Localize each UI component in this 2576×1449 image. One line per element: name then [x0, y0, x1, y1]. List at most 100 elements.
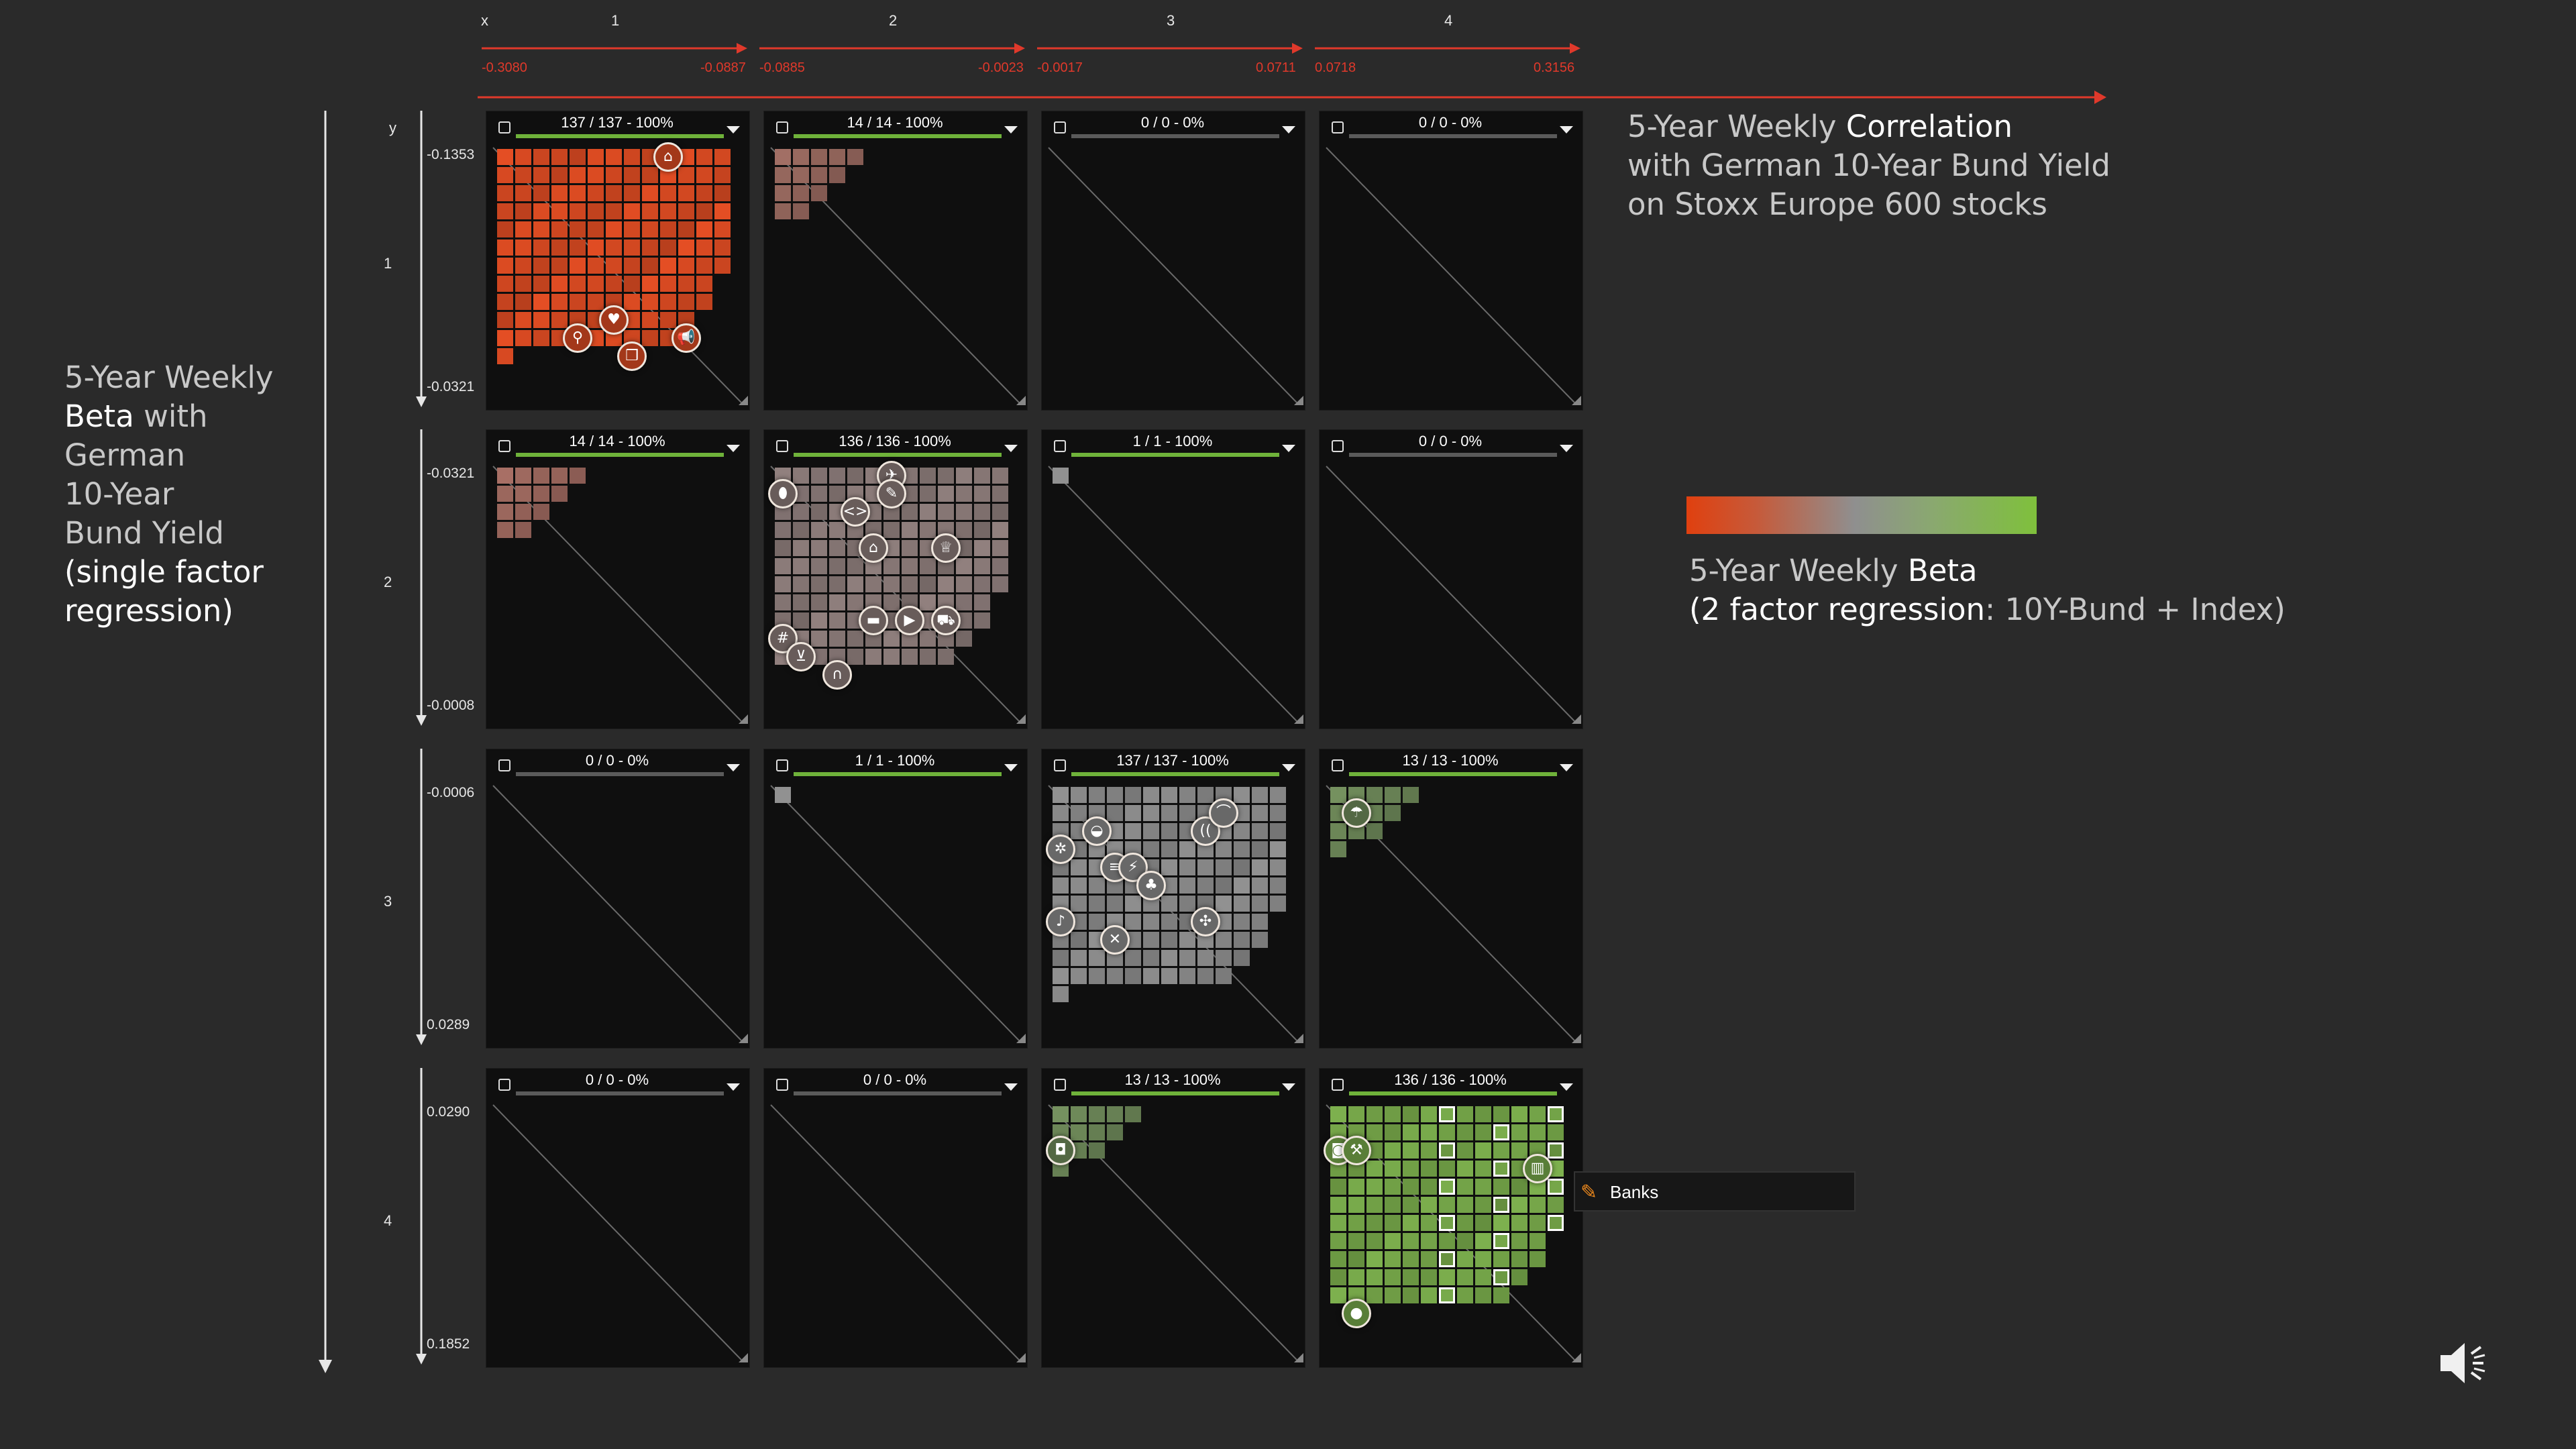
- heatmap-cell[interactable]: [1161, 841, 1177, 857]
- chevron-down-icon[interactable]: [1560, 445, 1573, 452]
- heatmap-cell[interactable]: [642, 276, 658, 292]
- heatmap-cell[interactable]: [1475, 1179, 1491, 1195]
- heatmap-cell[interactable]: [1403, 1197, 1419, 1213]
- heatmap-cell[interactable]: [1348, 1106, 1364, 1122]
- heatmap-cell[interactable]: [551, 221, 568, 237]
- heatmap-cell[interactable]: [606, 221, 622, 237]
- heatmap-cell[interactable]: [606, 276, 622, 292]
- chevron-down-icon[interactable]: [1560, 126, 1573, 133]
- heatmap-cell[interactable]: [1089, 968, 1105, 984]
- heatmap-cell[interactable]: [570, 167, 586, 183]
- heatmap-cell[interactable]: [497, 185, 513, 201]
- heatmap-cell[interactable]: [551, 239, 568, 256]
- heatmap-cell[interactable]: [1548, 1124, 1564, 1140]
- heatmap-cell[interactable]: [1421, 1251, 1437, 1267]
- heatmap-cell[interactable]: [515, 203, 531, 219]
- heatmap-cell[interactable]: [1161, 823, 1177, 839]
- heatmap-cell[interactable]: [938, 576, 954, 592]
- heatmap-panel[interactable]: 13 / 13 - 100% ☂: [1319, 749, 1583, 1049]
- heatmap-cell[interactable]: [1071, 1106, 1087, 1122]
- heatmap-cell[interactable]: [1403, 1161, 1419, 1177]
- heatmap-cell[interactable]: [1529, 1215, 1546, 1231]
- chevron-down-icon[interactable]: [1560, 1083, 1573, 1091]
- heatmap-cell[interactable]: [1071, 1124, 1087, 1140]
- panel-checkbox[interactable]: [498, 1079, 511, 1091]
- heatmap-cell[interactable]: [829, 522, 845, 538]
- heatmap-cell[interactable]: [588, 239, 604, 256]
- heatmap-cell[interactable]: [883, 558, 900, 574]
- heatmap-cell[interactable]: [829, 576, 845, 592]
- heatmap-cell[interactable]: [1071, 932, 1087, 948]
- gear-icon[interactable]: ✲: [1046, 835, 1075, 864]
- headphones-icon[interactable]: ∩: [822, 660, 852, 690]
- heatmap-cell[interactable]: [1107, 896, 1123, 912]
- heatmap-cell[interactable]: [902, 558, 918, 574]
- heatmap-cell[interactable]: [956, 504, 972, 520]
- heatmap-cell[interactable]: [1089, 877, 1105, 894]
- heatmap-cell[interactable]: [1179, 932, 1195, 948]
- heatmap-cell[interactable]: [588, 149, 604, 165]
- heatmap-cell[interactable]: [515, 276, 531, 292]
- tools-icon[interactable]: ✕: [1100, 925, 1130, 955]
- heatmap-cell[interactable]: [1179, 805, 1195, 821]
- heatmap-cell[interactable]: [588, 276, 604, 292]
- heatmap-cell[interactable]: [1161, 787, 1177, 803]
- heatmap-cell[interactable]: [1143, 841, 1159, 857]
- heatmap-cell[interactable]: [992, 504, 1008, 520]
- heatmap-cell[interactable]: [642, 239, 658, 256]
- heatmap-cell[interactable]: [1529, 1197, 1546, 1213]
- heatmap-cell[interactable]: [497, 348, 513, 364]
- heatmap-cell[interactable]: [678, 221, 694, 237]
- heatmap-cell[interactable]: [1179, 896, 1195, 912]
- heatmap-cell[interactable]: [660, 276, 676, 292]
- heatmap-cell[interactable]: [992, 558, 1008, 574]
- heatmap-cell[interactable]: [606, 258, 622, 274]
- heatmap-cell[interactable]: [1511, 1124, 1527, 1140]
- heatmap-cell[interactable]: [1439, 1124, 1455, 1140]
- heatmap-cell[interactable]: [497, 149, 513, 165]
- heatmap-cell[interactable]: [1330, 1269, 1346, 1285]
- heatmap-cell[interactable]: [1457, 1197, 1473, 1213]
- heatmap-cell[interactable]: [1234, 877, 1250, 894]
- heatmap-cell[interactable]: [1161, 968, 1177, 984]
- heatmap-cell[interactable]: [515, 185, 531, 201]
- heatmap-cell[interactable]: [811, 594, 827, 610]
- heatmap-cell[interactable]: [515, 294, 531, 310]
- cart-icon[interactable]: ⊻: [786, 642, 816, 672]
- heatmap-cell[interactable]: [1071, 877, 1087, 894]
- heatmap-cell[interactable]: [1548, 1215, 1564, 1231]
- heatmap-cell[interactable]: [811, 576, 827, 592]
- heatmap-cell[interactable]: [920, 576, 936, 592]
- heatmap-cell[interactable]: [1216, 950, 1232, 966]
- heatmap-cell[interactable]: [1511, 1106, 1527, 1122]
- heatmap-panel[interactable]: 0 / 0 - 0%: [763, 1068, 1028, 1368]
- heatmap-cell[interactable]: [847, 631, 863, 647]
- heatmap-cell[interactable]: [1457, 1124, 1473, 1140]
- heatmap-cell[interactable]: [793, 558, 809, 574]
- heatmap-cell[interactable]: [1089, 787, 1105, 803]
- heatmap-cell[interactable]: [847, 149, 863, 165]
- heatmap-cell[interactable]: [570, 203, 586, 219]
- heatmap-cell[interactable]: [775, 149, 791, 165]
- cube-icon[interactable]: ❒: [617, 341, 647, 371]
- heatmap-cell[interactable]: [696, 203, 712, 219]
- heatmap-cell[interactable]: [570, 239, 586, 256]
- heatmap-cell[interactable]: [920, 631, 936, 647]
- heatmap-cell[interactable]: [1385, 1197, 1401, 1213]
- heatmap-cell[interactable]: [1493, 1251, 1509, 1267]
- heatmap-cell[interactable]: [696, 185, 712, 201]
- heatmap-cell[interactable]: [1421, 1197, 1437, 1213]
- heatmap-cell[interactable]: [793, 203, 809, 219]
- heatmap-panel[interactable]: 0 / 0 - 0%: [1319, 429, 1583, 729]
- heatmap-cell[interactable]: [1143, 805, 1159, 821]
- panel-checkbox[interactable]: [1332, 1079, 1344, 1091]
- heatmap-cell[interactable]: [920, 594, 936, 610]
- heatmap-cell[interactable]: [1475, 1197, 1491, 1213]
- heatmap-cell[interactable]: [588, 294, 604, 310]
- heatmap-panel[interactable]: 0 / 0 - 0%: [1319, 111, 1583, 411]
- heatmap-cell[interactable]: [1385, 1106, 1401, 1122]
- heatmap-cell[interactable]: [1366, 1233, 1383, 1249]
- heatmap-cell[interactable]: [1348, 1251, 1364, 1267]
- heatmap-cell[interactable]: [1475, 1161, 1491, 1177]
- heatmap-cell[interactable]: [1511, 1233, 1527, 1249]
